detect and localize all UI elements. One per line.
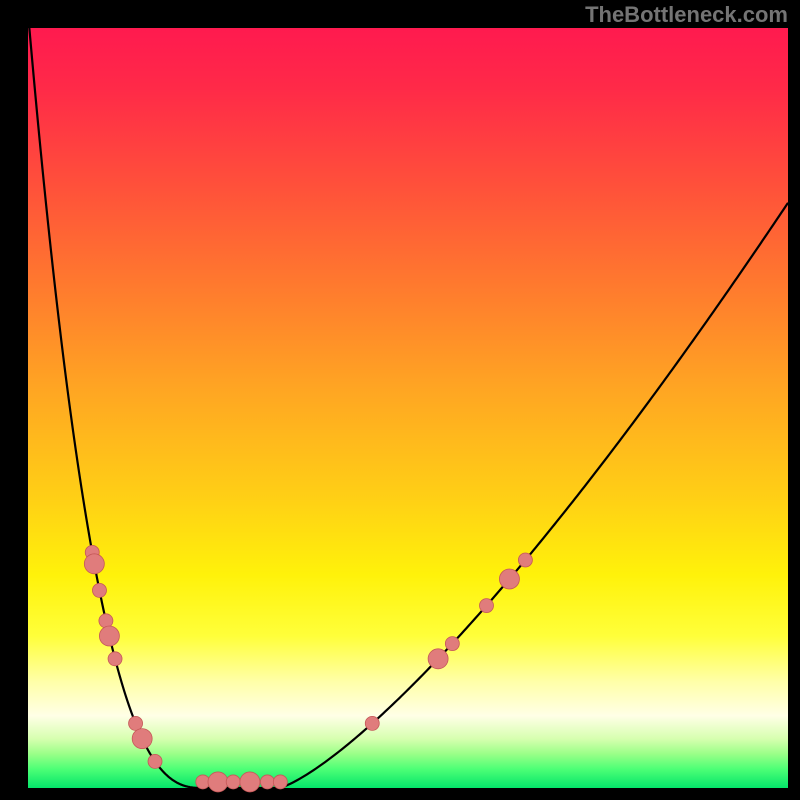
- data-dot-right: [428, 649, 448, 669]
- data-dot-left: [129, 716, 143, 730]
- data-dot-left: [108, 652, 122, 666]
- data-dot-floor: [208, 772, 228, 792]
- chart-stage: TheBottleneck.com: [0, 0, 800, 800]
- data-dot-left: [84, 554, 104, 574]
- data-dot-right: [518, 553, 532, 567]
- data-dot-floor: [240, 772, 260, 792]
- plot-area: [28, 28, 788, 788]
- data-dot-floor: [273, 775, 287, 789]
- data-dot-right: [499, 569, 519, 589]
- data-dot-right: [445, 637, 459, 651]
- data-dot-floor: [226, 775, 240, 789]
- data-dot-left: [132, 729, 152, 749]
- bottleneck-chart: TheBottleneck.com: [0, 0, 800, 800]
- watermark-text: TheBottleneck.com: [585, 2, 788, 27]
- data-dot-left: [92, 583, 106, 597]
- data-dot-right: [365, 716, 379, 730]
- data-dot-floor: [260, 775, 274, 789]
- data-dot-left: [99, 626, 119, 646]
- data-dot-right: [480, 599, 494, 613]
- data-dot-left: [148, 754, 162, 768]
